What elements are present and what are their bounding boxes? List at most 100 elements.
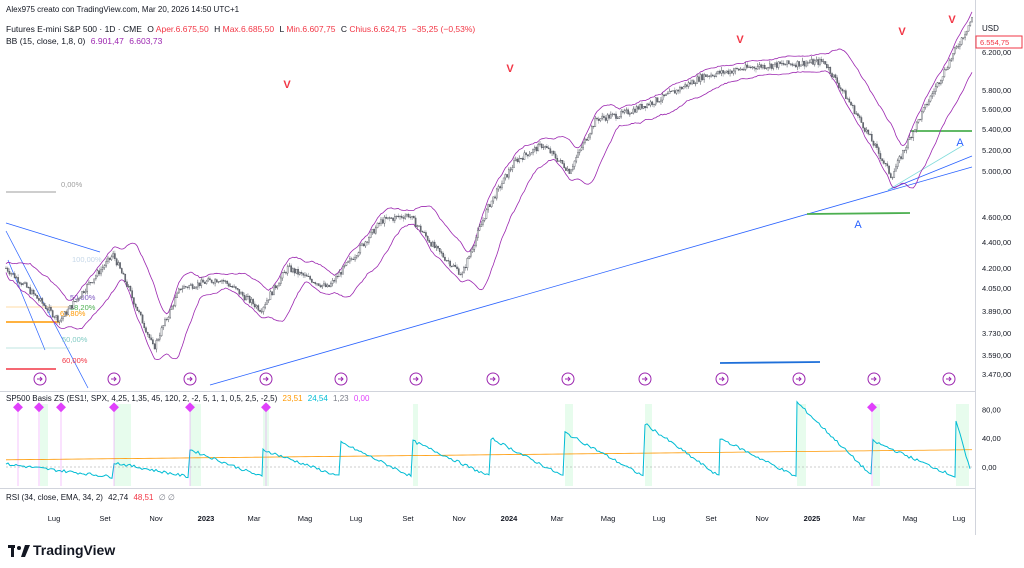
- candle-body: [765, 67, 768, 69]
- price-chart[interactable]: 0,00%100,00%50,00%38,20%61,80%50,00%60,0…: [0, 0, 1024, 540]
- signal-zone: [40, 404, 48, 486]
- candle-body: [509, 169, 512, 171]
- candle-body: [312, 282, 315, 284]
- candle-body: [369, 231, 372, 238]
- basis-indicator-legend: SP500 Basis ZS (ES1!, SPX, 4,25, 1,35, 4…: [6, 394, 369, 403]
- candle-body: [390, 217, 393, 219]
- candle-body: [634, 108, 636, 113]
- candle-body: [912, 131, 915, 139]
- candle-body: [724, 71, 726, 74]
- x-tick-label: Nov: [452, 514, 466, 523]
- candle-body: [966, 30, 968, 35]
- candle-body: [642, 106, 645, 109]
- candle-body: [801, 60, 804, 66]
- candle-body: [535, 147, 538, 152]
- candle-body: [221, 280, 223, 282]
- signal-marker-icon: [34, 402, 44, 413]
- candle-body: [105, 261, 108, 267]
- candle-body: [22, 282, 25, 285]
- candle-body: [525, 152, 527, 155]
- candle-body: [236, 288, 239, 290]
- candle-body: [673, 90, 676, 94]
- candle-body: [872, 141, 875, 146]
- rsi-label[interactable]: RSI (34, close, EMA, 34, 2): [6, 493, 103, 502]
- candle-body: [229, 286, 232, 288]
- candle-body: [373, 229, 375, 234]
- candle-body: [763, 64, 766, 69]
- pane-divider-1[interactable]: [0, 391, 975, 392]
- candle-body: [155, 340, 158, 350]
- candle-body: [756, 66, 759, 70]
- candle-body: [172, 305, 175, 307]
- candle-body: [827, 66, 830, 68]
- basis-indicator-label[interactable]: SP500 Basis ZS (ES1!, SPX, 4,25, 1,35, 4…: [6, 394, 278, 403]
- candle-body: [511, 167, 514, 170]
- candle-body: [457, 268, 460, 275]
- symbol-title[interactable]: Futures E-mini S&P 500 · 1D · CME: [6, 24, 142, 34]
- candle-body: [48, 307, 51, 311]
- candle-body: [860, 117, 863, 123]
- candle-body: [426, 235, 429, 241]
- candle-body: [437, 245, 439, 249]
- candle-body: [19, 282, 21, 284]
- candle-body: [938, 82, 940, 85]
- candle-body: [791, 63, 794, 66]
- candle-body: [349, 258, 351, 262]
- brand-name[interactable]: TradingView: [33, 542, 116, 558]
- x-tick-label: Mar: [853, 514, 866, 523]
- currency-label[interactable]: USD: [982, 24, 999, 33]
- candle-body: [881, 158, 883, 161]
- event-arrow-icon: [263, 376, 269, 382]
- candle-body: [770, 63, 773, 69]
- close-value: Chius.6.624,75: [349, 24, 407, 34]
- pane-divider-2[interactable]: [0, 488, 975, 489]
- candle-body: [843, 90, 845, 92]
- candle-body: [516, 158, 519, 162]
- candle-body: [784, 64, 787, 66]
- candle-body: [959, 44, 961, 47]
- candle-body: [176, 292, 178, 298]
- basis-v4: 0,00: [353, 394, 370, 403]
- candle-body: [736, 68, 738, 70]
- candle-body: [495, 188, 498, 199]
- candle-body: [717, 70, 719, 74]
- candle-body: [366, 241, 368, 243]
- candle-body: [568, 168, 571, 174]
- price-axis[interactable]: [975, 0, 1024, 540]
- x-tick-label: Lug: [350, 514, 363, 523]
- candle-body: [774, 62, 776, 65]
- candle-body: [428, 240, 431, 243]
- candle-body: [209, 278, 211, 281]
- fib-label: 50,00%: [70, 293, 96, 302]
- candle-body: [585, 138, 588, 141]
- candle-body: [893, 171, 896, 178]
- candle-body: [520, 157, 522, 159]
- candle-body: [874, 143, 877, 146]
- candle-body: [884, 163, 887, 165]
- candle-body: [489, 204, 491, 208]
- x-tick-label: Mag: [903, 514, 918, 523]
- candle-body: [580, 147, 583, 151]
- candle-body: [513, 160, 515, 168]
- candle-body: [103, 265, 106, 268]
- fib-label: 60,00%: [62, 356, 88, 365]
- candle-body: [24, 282, 26, 284]
- candle-body: [293, 268, 296, 274]
- x-tick-label: 2025: [804, 514, 821, 523]
- candle-body: [846, 98, 849, 100]
- signal-zone: [114, 404, 131, 486]
- candle-body: [658, 101, 661, 103]
- candle-body: [578, 149, 581, 153]
- candle-body: [547, 147, 550, 149]
- candle-body: [751, 66, 754, 69]
- candle-body: [554, 153, 557, 159]
- candle-body: [573, 160, 576, 167]
- candle-body: [435, 245, 438, 248]
- signal-zone: [956, 404, 969, 486]
- candle-body: [929, 95, 932, 102]
- candle-body: [722, 70, 724, 74]
- candle-body: [210, 279, 213, 283]
- bb-label[interactable]: BB (15, close, 1,8, 0): [6, 36, 86, 46]
- trendline-long-support: [209, 166, 973, 386]
- candle-body: [661, 94, 664, 101]
